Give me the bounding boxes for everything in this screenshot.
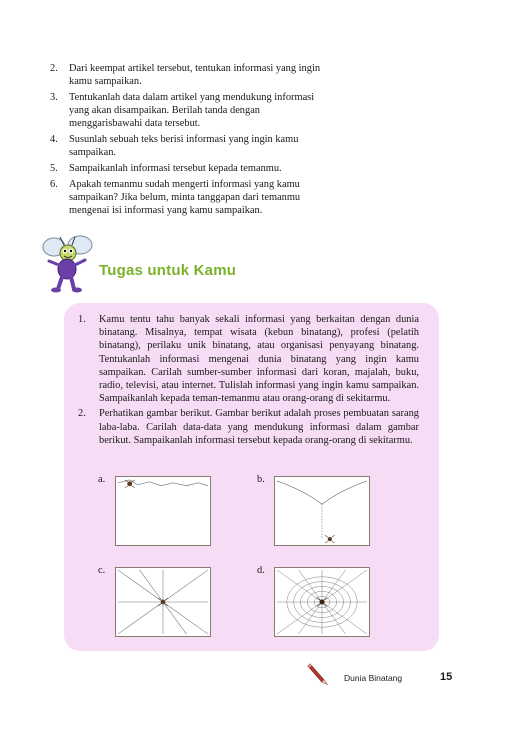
step-text: Apakah temanmu sudah mengerti informasi …: [69, 179, 301, 216]
step-number: 4.: [50, 134, 58, 145]
task-panel: 1. Kamu tentu tahu banyak sekali informas…: [64, 303, 439, 651]
pencil-icon: [306, 660, 330, 686]
figure-label-c: c.: [98, 565, 106, 576]
task-item: 2. Perhatikan gambar berikut. Gambar beri…: [78, 407, 419, 447]
figure-d-web-complete: [274, 567, 370, 637]
task-number: 1.: [78, 314, 86, 325]
fly-mascot-illustration: [40, 233, 100, 295]
task-item: 1. Kamu tentu tahu banyak sekali informas…: [78, 313, 419, 405]
step-number: 6.: [50, 179, 58, 190]
figure-label-d: d.: [257, 565, 265, 576]
figure-b-web-step-2: [274, 476, 370, 546]
task-list: 1. Kamu tentu tahu banyak sekali informas…: [78, 313, 419, 447]
step-text: Tentukanlah data dalam artikel yang mend…: [69, 92, 315, 129]
step-item: 3. Tentukanlah data dalam artikel yang me…: [50, 91, 335, 130]
step-number: 3.: [50, 92, 58, 103]
task-text: Kamu tentu tahu banyak sekali informasi …: [99, 314, 419, 405]
footer-chapter-title: Dunia Binatang: [344, 673, 403, 683]
figure-c-web-step-3: [115, 567, 211, 637]
step-item: 4. Susunlah sebuah teks berisi informasi …: [50, 133, 335, 159]
step-item: 2. Dari keempat artikel tersebut, tentuka…: [50, 62, 335, 88]
figure-a-web-step-1: [115, 476, 211, 546]
page-number: 15: [440, 671, 453, 683]
step-item: 6. Apakah temanmu sudah mengerti informas…: [50, 178, 335, 217]
figure-label-a: a.: [98, 474, 106, 485]
step-text: Susunlah sebuah teks berisi informasi ya…: [69, 134, 299, 158]
section-heading: Tugas untuk Kamu: [99, 262, 237, 279]
step-number: 5.: [50, 163, 58, 174]
step-number: 2.: [50, 63, 58, 74]
figure-label-b: b.: [257, 474, 265, 485]
step-text: Sampaikanlah informasi tersebut kepada t…: [69, 163, 282, 174]
instruction-steps: 2. Dari keempat artikel tersebut, tentuka…: [50, 62, 335, 220]
step-item: 5. Sampaikanlah informasi tersebut kepada…: [50, 162, 335, 175]
step-text: Dari keempat artikel tersebut, tentukan …: [69, 63, 321, 87]
task-number: 2.: [78, 408, 86, 420]
task-text: Perhatikan gambar berikut. Gambar beriku…: [99, 408, 419, 446]
